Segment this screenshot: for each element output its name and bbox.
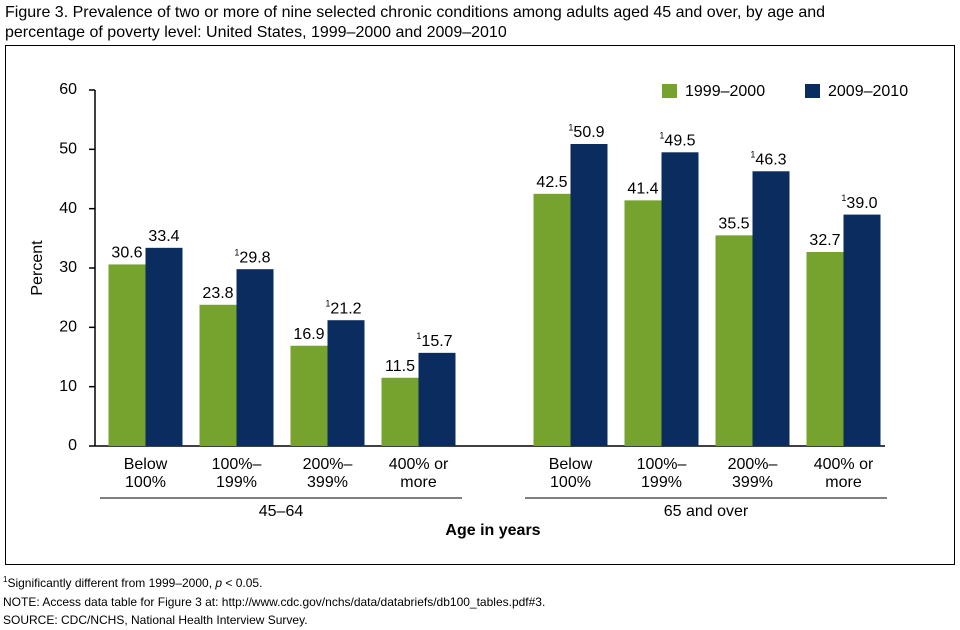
bar <box>236 269 274 446</box>
value-label: 33.4 <box>148 228 179 245</box>
x-tick-label: more <box>400 474 437 491</box>
footnote: 1Significantly different from 1999–2000,… <box>3 571 545 593</box>
chart-frame <box>5 45 955 565</box>
legend-label: 2009–2010 <box>828 83 908 100</box>
y-tick-label: 0 <box>68 437 77 454</box>
value-label: 16.9 <box>293 326 324 343</box>
value-label: 29.8 <box>239 249 270 266</box>
bar <box>199 304 237 446</box>
bar <box>290 345 328 446</box>
x-tick-label: 100%– <box>212 456 262 473</box>
x-tick-label: 399% <box>732 474 773 491</box>
x-tick-label: 200%– <box>728 456 778 473</box>
x-tick-label: 199% <box>641 474 682 491</box>
x-tick-label: more <box>825 474 862 491</box>
footnote-mark: 1 <box>3 575 8 584</box>
x-tick-label: 199% <box>216 474 257 491</box>
footnote-mark: 1 <box>841 193 846 203</box>
source: SOURCE: CDC/NCHS, National Health Interv… <box>3 613 308 627</box>
footnote-text: p <box>215 576 223 590</box>
y-tick-label: 40 <box>59 200 77 217</box>
footnote-mark: 1 <box>325 299 330 309</box>
value-label: 49.5 <box>664 133 695 150</box>
x-tick-label: 399% <box>307 474 348 491</box>
x-tick-label: 100% <box>125 474 166 491</box>
bar <box>661 152 699 447</box>
bar <box>624 200 662 446</box>
x-axis-label: Age in years <box>445 522 540 539</box>
legend-swatch <box>662 84 677 98</box>
footnote-mark: 1 <box>750 150 755 160</box>
bar <box>806 251 844 446</box>
bar <box>570 143 608 446</box>
y-tick-label: 20 <box>59 319 77 336</box>
y-axis-label: Percent <box>29 240 46 296</box>
group-label: 45–64 <box>259 503 304 520</box>
footnote-mark: 1 <box>234 248 239 258</box>
x-tick-label: 200%– <box>303 456 353 473</box>
x-tick-label: 400% or <box>389 456 449 473</box>
footnote-mark: 1 <box>416 331 421 341</box>
value-label: 23.8 <box>202 285 233 302</box>
footnote-mark: 1 <box>568 122 573 132</box>
y-tick-label: 10 <box>59 378 77 395</box>
legend-label: 1999–2000 <box>685 83 765 100</box>
group-label: 65 and over <box>664 503 749 520</box>
x-tick-label: 100%– <box>637 456 687 473</box>
chart: Percent Age in years 0102030405060Below1… <box>5 45 955 565</box>
footnote-text: < 0.05. <box>222 576 263 590</box>
value-label: 35.5 <box>718 216 749 233</box>
bar <box>381 377 419 446</box>
value-label: 21.2 <box>330 300 361 317</box>
bar <box>145 247 183 446</box>
value-label: 50.9 <box>573 124 604 141</box>
x-tick-label: Below <box>124 456 168 473</box>
x-tick-label: Below <box>549 456 593 473</box>
x-tick-label: 100% <box>550 474 591 491</box>
footnote-text: Significantly different from 1999–2000, <box>7 576 216 590</box>
bar <box>843 214 881 446</box>
bar <box>752 171 790 446</box>
value-label: 41.4 <box>627 181 658 198</box>
y-tick-label: 30 <box>59 259 77 276</box>
notes: 1Significantly different from 1999–2000,… <box>3 571 545 630</box>
bar <box>418 352 456 446</box>
footnote-mark: 1 <box>659 131 664 141</box>
bar <box>327 320 365 446</box>
value-label: 39.0 <box>846 195 877 212</box>
value-label: 15.7 <box>421 333 452 350</box>
title: Figure 3. Prevalence of two or more of n… <box>5 3 825 43</box>
legend-swatch <box>805 84 820 98</box>
y-tick-label: 50 <box>59 141 77 158</box>
value-label: 30.6 <box>111 245 142 262</box>
value-label: 46.3 <box>755 152 786 169</box>
bar <box>108 264 146 446</box>
title-line: percentage of poverty level: United Stat… <box>5 24 507 41</box>
value-label: 32.7 <box>809 232 840 249</box>
bar <box>715 235 753 446</box>
y-tick-label: 60 <box>59 81 77 98</box>
title-line: Figure 3. Prevalence of two or more of n… <box>5 4 826 21</box>
value-label: 42.5 <box>536 174 567 191</box>
value-label: 11.5 <box>385 358 415 375</box>
x-tick-label: 400% or <box>814 456 874 473</box>
note: NOTE: Access data table for Figure 3 at:… <box>3 594 546 609</box>
bar <box>533 193 571 446</box>
